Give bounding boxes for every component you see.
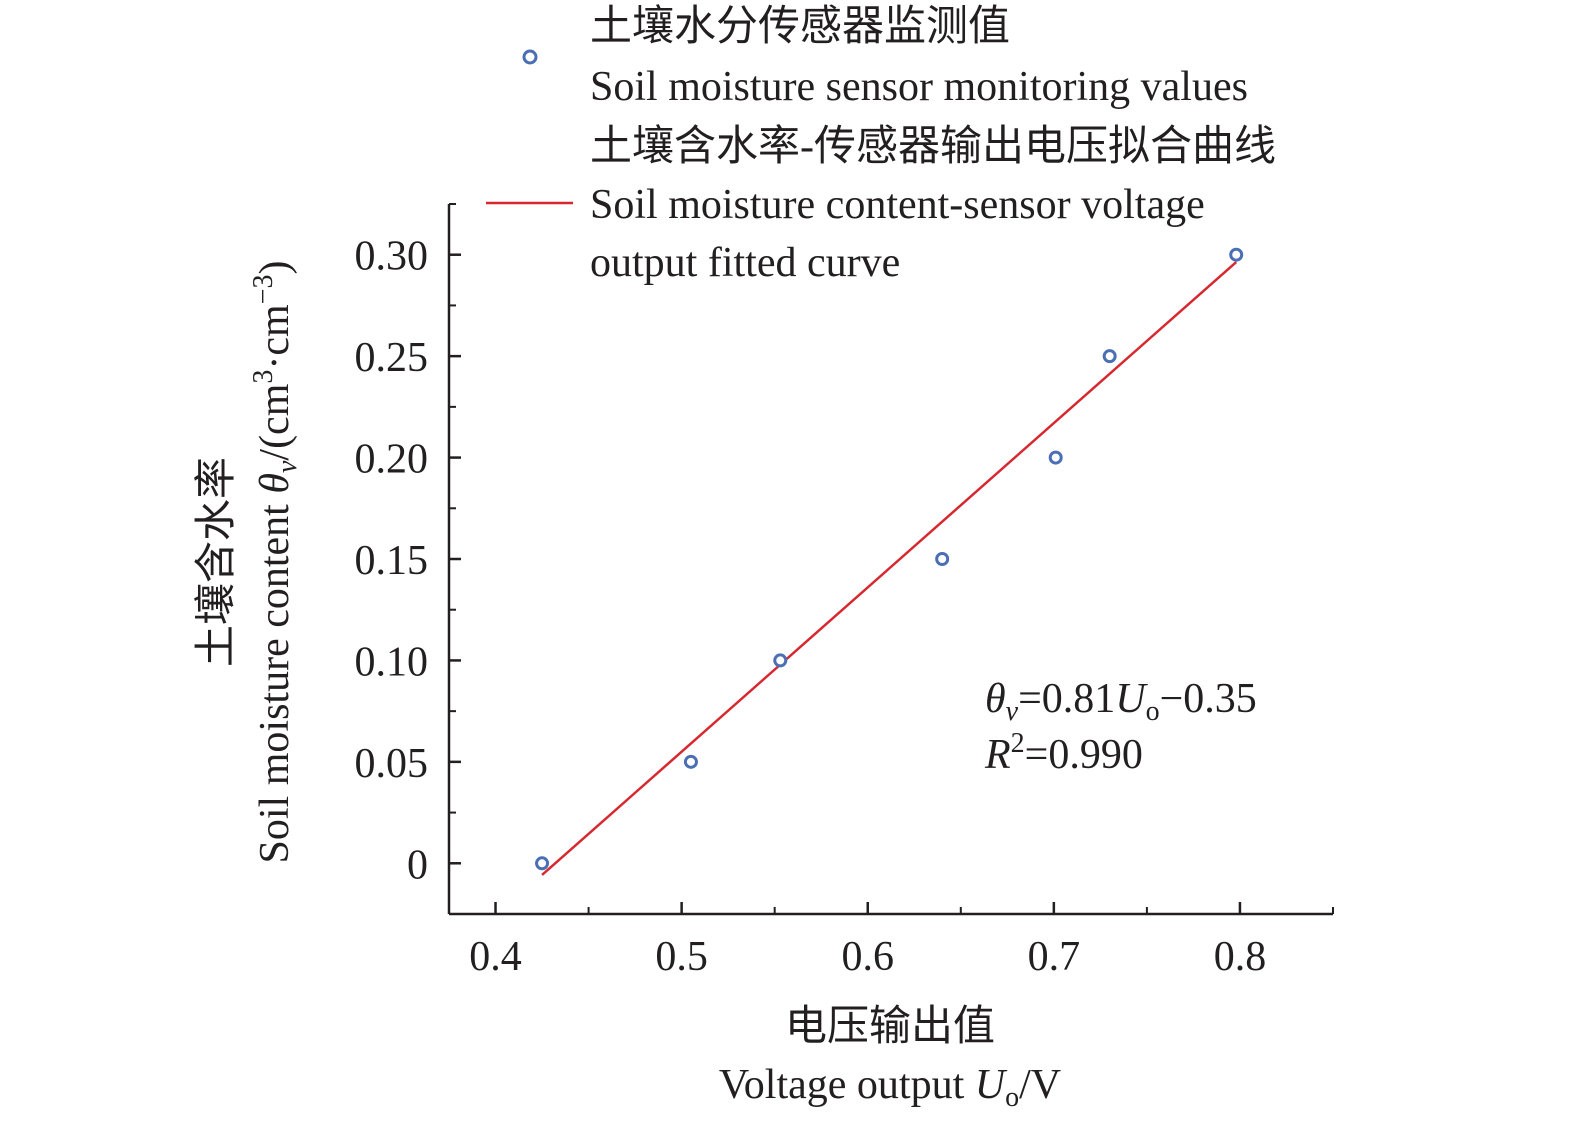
data-point (773, 653, 788, 668)
legend-label-scatter-en: Soil moisture sensor monitoring values (590, 64, 1248, 110)
y-tick-label: 0.05 (355, 741, 429, 787)
x-tick-label: 0.6 (841, 934, 894, 980)
legend: 土壤水分传感器监测值 Soil moisture sensor monitori… (486, 3, 1276, 286)
data-point (935, 552, 950, 566)
legend-label-line-en-2: output fitted curve (590, 240, 900, 286)
fit-line-layer (541, 261, 1238, 876)
x-tick-label: 0.4 (469, 934, 522, 980)
x-tick-label: 0.5 (655, 934, 708, 980)
legend-marker-scatter (522, 49, 538, 65)
data-point (1048, 450, 1063, 465)
y-tick-label: 0.20 (355, 437, 429, 483)
y-tick-label: 0 (407, 842, 428, 888)
data-point (1102, 349, 1117, 364)
x-ticks: 0.4 0.5 0.6 0.7 0.8 (469, 902, 1334, 980)
equation-annotation: θv=0.81Uo−0.35 R2=0.990 (984, 676, 1257, 778)
equation-line: θv=0.81Uo−0.35 (985, 676, 1257, 727)
x-axis-title-en: Voltage output Uo/V (719, 1062, 1061, 1113)
legend-label-scatter-cn: 土壤水分传感器监测值 (590, 3, 1010, 50)
fitted-line (541, 261, 1238, 876)
x-axis-title-cn: 电压输出值 (785, 1004, 995, 1050)
legend-label-line-cn: 土壤含水率-传感器输出电压拟合曲线 (590, 123, 1276, 170)
y-tick-label: 0.25 (355, 335, 429, 381)
plot-axes (447, 204, 1333, 916)
legend-label-line-en-1: Soil moisture content-sensor voltage (590, 182, 1205, 228)
data-point (535, 856, 550, 871)
r-squared-line: R2=0.990 (984, 728, 1143, 778)
y-axis-title-cn: 土壤含水率 (193, 457, 240, 667)
data-point (1229, 247, 1244, 262)
y-tick-label: 0.30 (355, 234, 429, 280)
x-axis-title: 电压输出值 Voltage output Uo/V (719, 1004, 1061, 1113)
y-axis-title-en: Soil moisture content θv/(cm3·cm−3) (248, 261, 303, 864)
y-ticks: 0 0.05 0.10 0.15 0.20 0.25 0.30 (355, 203, 461, 915)
x-tick-label: 0.8 (1214, 934, 1267, 980)
points-layer (535, 247, 1244, 871)
x-tick-label: 0.7 (1028, 934, 1081, 980)
y-tick-label: 0.15 (355, 538, 429, 584)
data-point (683, 754, 698, 769)
y-axis-title: 土壤含水率 Soil moisture content θv/(cm3·cm−3… (193, 261, 303, 864)
y-tick-label: 0.10 (355, 639, 429, 685)
